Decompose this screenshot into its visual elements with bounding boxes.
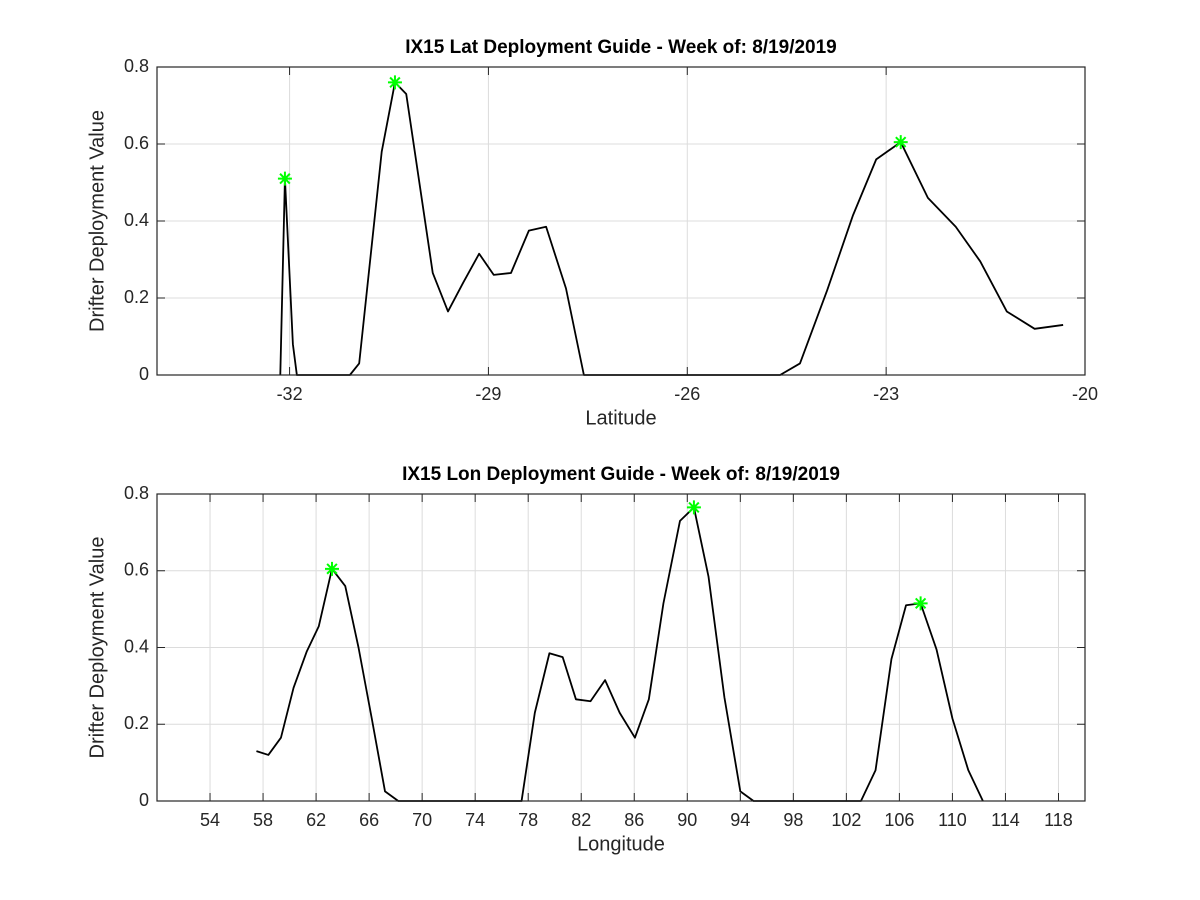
x-tick-label: 82 [571,810,591,830]
peak-marker [913,596,928,611]
y-tick-label: 0.4 [124,636,149,656]
peak-marker [686,500,701,515]
x-tick-label: 70 [412,810,432,830]
x-tick-label: 54 [200,810,220,830]
x-tick-label: 118 [1044,810,1073,830]
y-axis-label: Drifter Deployment Value [86,537,108,759]
x-tick-label: 110 [938,810,967,830]
x-axis-label: Longitude [577,833,665,855]
x-tick-label: 106 [884,810,914,830]
x-tick-label: -32 [277,384,303,404]
x-tick-label: 74 [465,810,485,830]
x-tick-label: -20 [1072,384,1098,404]
x-axis-label: Latitude [585,407,656,429]
x-tick-label: 90 [677,810,697,830]
x-tick-label: 62 [306,810,326,830]
peak-marker [324,561,339,576]
axes-box [156,493,1086,802]
y-axis-label: Drifter Deployment Value [86,110,108,332]
x-tick-label: 66 [359,810,379,830]
x-tick-label: -23 [873,384,899,404]
peak-marker [277,171,292,186]
x-tick-label: 102 [831,810,861,830]
y-tick-label: 0.2 [124,287,149,307]
chart-title: IX15 Lat Deployment Guide - Week of: 8/1… [405,37,837,58]
x-tick-label: -26 [674,384,700,404]
axes-box [156,66,1086,376]
x-tick-label: 114 [991,810,1020,830]
x-tick-label: -29 [475,384,501,404]
chart-title: IX15 Lon Deployment Guide - Week of: 8/1… [402,464,840,485]
x-tick-label: 86 [624,810,644,830]
y-tick-label: 0.6 [124,560,149,580]
y-tick-label: 0.4 [124,210,149,230]
x-tick-label: 98 [783,810,803,830]
x-tick-label: 94 [730,810,750,830]
y-tick-label: 0 [139,364,149,384]
data-line [279,81,1064,376]
y-tick-label: 0.8 [124,56,149,76]
y-tick-label: 0 [139,790,149,810]
x-tick-label: 58 [253,810,273,830]
peak-marker [387,75,402,90]
y-tick-label: 0.2 [124,713,149,733]
peak-marker [893,135,908,150]
x-tick-label: 78 [518,810,538,830]
y-tick-label: 0.6 [124,133,149,153]
y-tick-label: 0.8 [124,483,149,503]
